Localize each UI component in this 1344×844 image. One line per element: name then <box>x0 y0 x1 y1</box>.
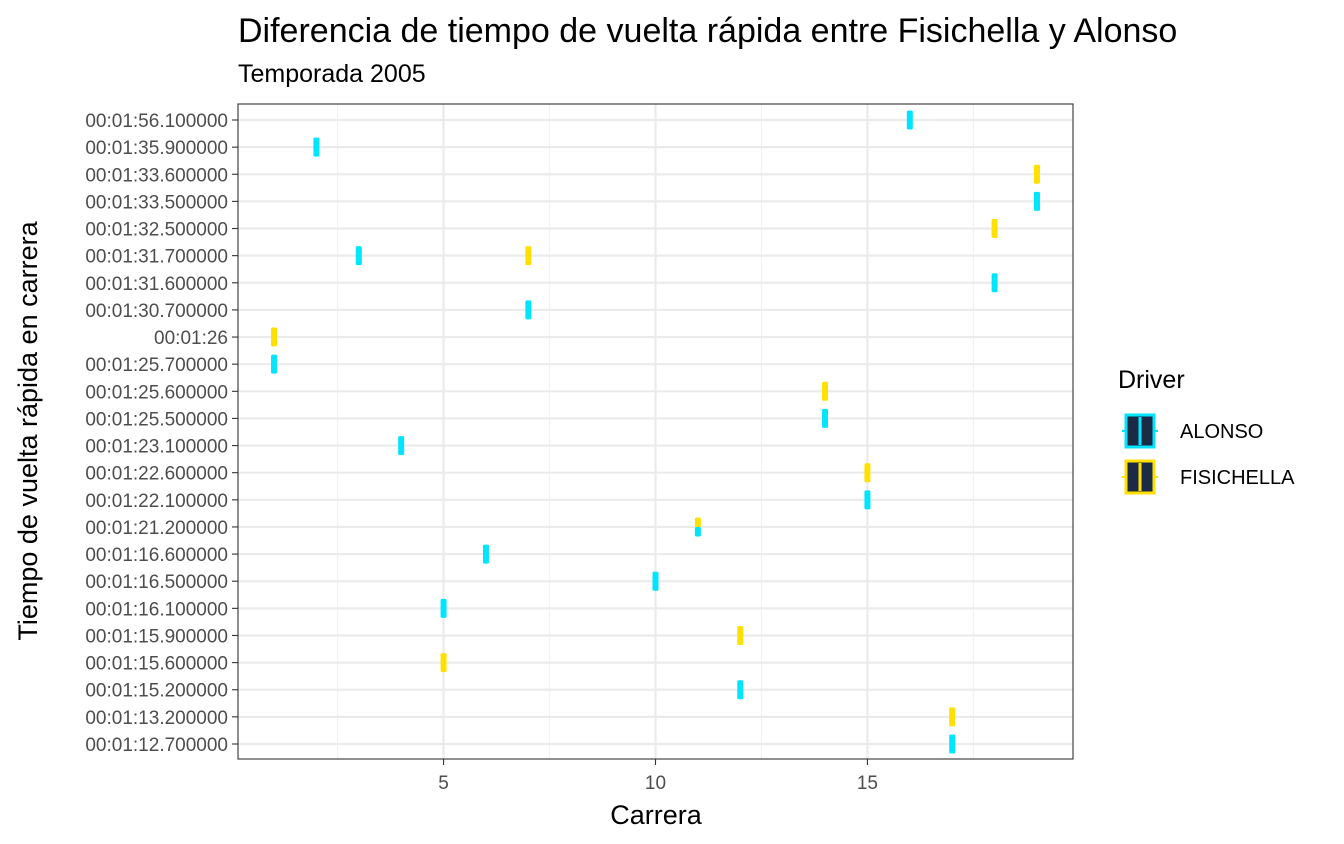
y-tick-label: 00:01:23.100000 <box>85 437 228 458</box>
point-alonso <box>525 300 532 320</box>
point-alonso <box>482 544 489 564</box>
point-fisichella <box>1033 164 1040 184</box>
y-tick-label: 00:01:33.500000 <box>85 192 228 213</box>
x-tick-label: 15 <box>857 773 878 794</box>
y-tick-label: 00:01:15.900000 <box>85 626 228 647</box>
point-alonso <box>355 246 362 266</box>
y-tick-label: 00:01:13.200000 <box>85 708 228 729</box>
data-points <box>271 110 1040 754</box>
y-tick-label: 00:01:30.700000 <box>85 301 228 322</box>
point-alonso <box>398 436 405 456</box>
point-fisichella <box>525 246 532 266</box>
point-alonso <box>271 354 278 374</box>
y-tick-label: 00:01:16.600000 <box>85 545 228 566</box>
y-axis-title: Tiempo de vuelta rápida en carrera <box>13 220 43 640</box>
point-fisichella <box>737 625 744 645</box>
legend: Driver ALONSO FISICHELLA <box>1118 366 1295 495</box>
y-tick-label: 00:01:31.600000 <box>85 274 228 295</box>
point-alonso <box>949 734 956 754</box>
chart-subtitle: Temporada 2005 <box>238 60 426 88</box>
y-tick-label: 00:01:56.100000 <box>85 111 228 132</box>
y-tick-label: 00:01:32.500000 <box>85 220 228 241</box>
y-tick-label: 00:01:21.200000 <box>85 518 228 539</box>
point-alonso <box>440 598 447 618</box>
point-alonso <box>694 526 701 537</box>
major-gridlines <box>238 104 1073 759</box>
y-tick-label: 00:01:12.700000 <box>85 735 228 756</box>
y-tick-label: 00:01:25.700000 <box>85 355 228 376</box>
point-alonso <box>1033 191 1040 211</box>
x-axis-title: Carrera <box>610 800 703 830</box>
y-tick-label: 00:01:16.100000 <box>85 599 228 620</box>
y-tick-label: 00:01:15.200000 <box>85 681 228 702</box>
point-fisichella <box>949 707 956 727</box>
point-fisichella <box>991 219 998 239</box>
point-alonso <box>737 680 744 700</box>
y-tick-label: 00:01:25.500000 <box>85 409 228 430</box>
legend-label: FISICHELLA <box>1180 467 1295 489</box>
point-alonso <box>822 408 829 428</box>
y-tick-label: 00:01:15.600000 <box>85 654 228 675</box>
point-alonso <box>864 490 871 510</box>
y-tick-label: 00:01:31.700000 <box>85 247 228 268</box>
y-tick-label: 00:01:33.600000 <box>85 165 228 186</box>
y-tick-label: 00:01:22.600000 <box>85 464 228 485</box>
legend-item-fisichella: FISICHELLA <box>1122 459 1295 495</box>
point-fisichella <box>822 381 829 401</box>
minor-gridlines <box>337 104 974 759</box>
y-tick-label: 00:01:25.600000 <box>85 382 228 403</box>
x-tick-label: 10 <box>645 773 666 794</box>
y-tick-label: 00:01:16.500000 <box>85 572 228 593</box>
point-fisichella <box>864 463 871 483</box>
legend-item-alonso: ALONSO <box>1122 413 1263 449</box>
point-alonso <box>313 137 320 157</box>
y-tick-label: 00:01:26 <box>154 328 228 349</box>
point-alonso <box>652 571 659 591</box>
x-tick-label: 5 <box>438 773 449 794</box>
point-fisichella <box>271 327 278 347</box>
legend-title: Driver <box>1118 366 1185 394</box>
y-tick-label: 00:01:35.900000 <box>85 138 228 159</box>
point-fisichella <box>440 653 447 673</box>
point-fisichella <box>694 517 701 527</box>
y-axis: 00:01:12.700000 00:01:13.200000 00:01:15.2… <box>85 111 238 756</box>
chart-title: Diferencia de tiempo de vuelta rápida en… <box>238 12 1177 50</box>
y-tick-label: 00:01:22.100000 <box>85 491 228 512</box>
point-alonso <box>906 110 913 130</box>
point-alonso <box>991 273 998 293</box>
x-axis: 5 10 15 <box>438 759 878 794</box>
legend-label: ALONSO <box>1180 421 1263 443</box>
